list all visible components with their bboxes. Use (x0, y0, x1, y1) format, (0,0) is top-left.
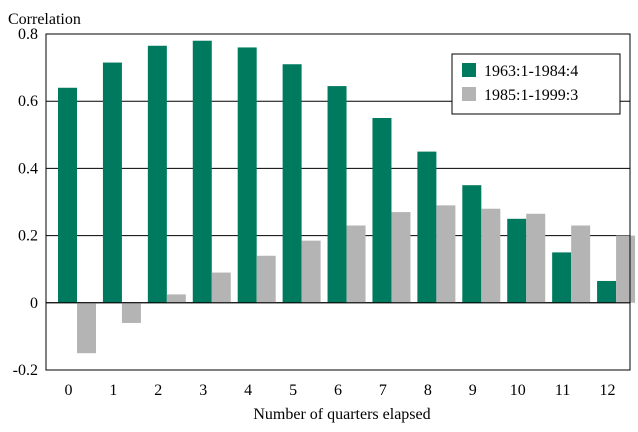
x-tick-label: 0 (64, 382, 72, 399)
legend-box (451, 53, 621, 115)
y-tick-label: 0.2 (18, 228, 38, 245)
legend: 1963:1-1984:4 1985:1-1999:3 (451, 53, 621, 115)
x-tick-label: 6 (334, 382, 342, 399)
bar (526, 213, 546, 303)
bar (372, 118, 392, 303)
y-tick-label: 0 (30, 295, 38, 312)
bar (571, 225, 591, 303)
bar (121, 302, 141, 323)
legend-swatch (462, 63, 476, 77)
x-tick-label: 11 (555, 382, 570, 399)
bar (481, 208, 501, 303)
y-tick-label: 0.8 (18, 26, 38, 43)
x-axis-title: Number of quarters elapsed (253, 406, 430, 423)
bar (237, 47, 257, 303)
y-tick-label: -0.2 (13, 362, 38, 379)
y-tick-label: 0.6 (18, 93, 38, 110)
bar (507, 218, 527, 303)
x-tick-label: 8 (424, 382, 432, 399)
x-tick-label: 7 (379, 382, 387, 399)
bar (616, 235, 636, 303)
bar (147, 45, 167, 303)
legend-label: 1985:1-1999:3 (484, 87, 578, 104)
x-tick-label: 10 (510, 382, 526, 399)
legend-swatch (462, 87, 476, 101)
bar (417, 151, 437, 303)
bar (301, 240, 321, 303)
bar (346, 225, 366, 303)
y-axis-title: Correlation (8, 11, 81, 28)
bar (436, 205, 456, 303)
x-tick-label: 1 (109, 382, 117, 399)
bar (391, 212, 411, 303)
bar (102, 62, 122, 303)
bar (462, 185, 482, 303)
plot-frame (45, 33, 631, 371)
x-tick-label: 12 (600, 382, 616, 399)
bar (327, 86, 347, 303)
x-tick-label: 3 (199, 382, 207, 399)
bar (597, 280, 617, 303)
x-tick-label: 5 (289, 382, 297, 399)
y-tick-label: 0.4 (18, 160, 38, 177)
bars (58, 40, 636, 354)
bar (552, 252, 572, 303)
x-tick-label: 4 (244, 382, 252, 399)
bar (77, 302, 96, 354)
bar (282, 64, 302, 303)
x-tick-label: 2 (154, 382, 162, 399)
bar (192, 40, 212, 303)
bar (166, 294, 186, 303)
x-tick-label: 9 (469, 382, 477, 399)
legend-label: 1963:1-1984:4 (484, 63, 578, 80)
bar (211, 272, 231, 303)
bar (256, 255, 276, 303)
bar (58, 87, 77, 303)
axes: -0.200.20.40.60.80 1 2 3 4 5 6 7 8 9 10 11 12 (13, 26, 631, 399)
